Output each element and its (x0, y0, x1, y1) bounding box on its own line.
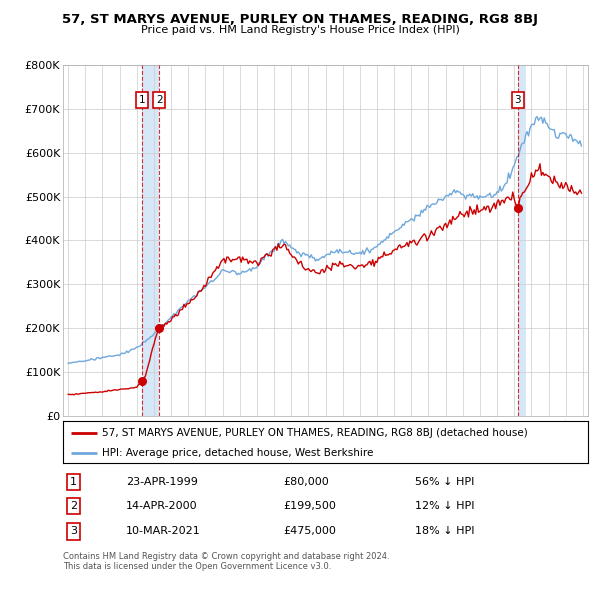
Text: £475,000: £475,000 (284, 526, 337, 536)
Text: £199,500: £199,500 (284, 501, 337, 511)
Text: 10-MAR-2021: 10-MAR-2021 (126, 526, 201, 536)
Text: 1: 1 (139, 95, 145, 105)
Text: 56% ↓ HPI: 56% ↓ HPI (415, 477, 474, 487)
Text: £80,000: £80,000 (284, 477, 329, 487)
Text: 1: 1 (70, 477, 77, 487)
Text: 57, ST MARYS AVENUE, PURLEY ON THAMES, READING, RG8 8BJ (detached house): 57, ST MARYS AVENUE, PURLEY ON THAMES, R… (103, 428, 528, 438)
Bar (518, 65, 526, 416)
Text: 18% ↓ HPI: 18% ↓ HPI (415, 526, 474, 536)
Text: Price paid vs. HM Land Registry's House Price Index (HPI): Price paid vs. HM Land Registry's House … (140, 25, 460, 35)
Text: 2: 2 (156, 95, 163, 105)
Text: 2: 2 (70, 501, 77, 511)
Text: This data is licensed under the Open Government Licence v3.0.: This data is licensed under the Open Gov… (63, 562, 331, 571)
Text: Contains HM Land Registry data © Crown copyright and database right 2024.: Contains HM Land Registry data © Crown c… (63, 552, 389, 560)
Bar (142, 65, 159, 416)
Text: 3: 3 (514, 95, 521, 105)
Text: 57, ST MARYS AVENUE, PURLEY ON THAMES, READING, RG8 8BJ: 57, ST MARYS AVENUE, PURLEY ON THAMES, R… (62, 13, 538, 26)
Text: 3: 3 (70, 526, 77, 536)
Text: HPI: Average price, detached house, West Berkshire: HPI: Average price, detached house, West… (103, 448, 374, 457)
Text: 14-APR-2000: 14-APR-2000 (126, 501, 197, 511)
Text: 23-APR-1999: 23-APR-1999 (126, 477, 198, 487)
Text: 12% ↓ HPI: 12% ↓ HPI (415, 501, 474, 511)
